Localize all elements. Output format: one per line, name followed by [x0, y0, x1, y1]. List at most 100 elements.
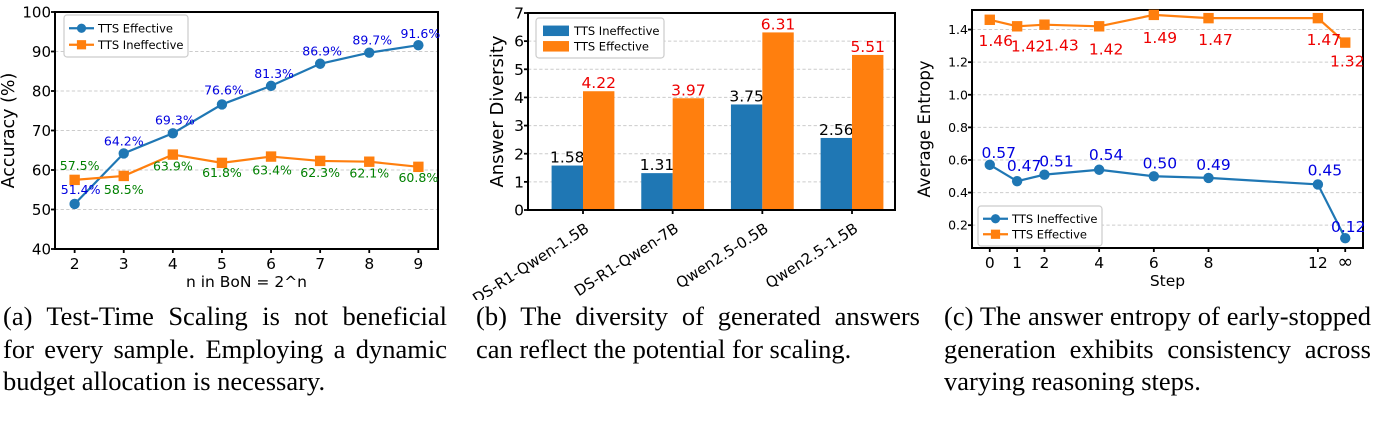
data-label: 89.7%	[352, 33, 392, 48]
y-tick-label: 70	[32, 122, 51, 140]
data-label: 1.32	[1330, 53, 1365, 71]
bar-tts-effective	[852, 54, 884, 210]
marker-square	[216, 157, 228, 169]
legend-label: TTS Ineffective	[97, 38, 183, 52]
y-tick-label: 1.0	[948, 87, 968, 102]
data-label: 57.5%	[60, 158, 100, 173]
marker-square	[1312, 12, 1324, 24]
bar-label: 2.56	[819, 121, 854, 139]
y-tick-label: 80	[32, 82, 51, 100]
marker-circle	[1011, 175, 1023, 187]
y-tick-label: 7	[514, 5, 524, 23]
plot-frame	[971, 9, 1364, 249]
y-tick-label: 60	[32, 161, 51, 179]
legend-marker	[990, 214, 1001, 224]
bar-tts-effective	[762, 32, 794, 210]
data-label: 0.12	[1331, 218, 1366, 236]
legend-marker	[76, 23, 87, 33]
marker-circle	[1340, 233, 1351, 244]
y-tick-label: 6	[514, 33, 524, 51]
marker-square	[984, 14, 995, 25]
data-label: 0.50	[1143, 154, 1178, 172]
chart-b-diversity-bar-plot: 1.58 1.31 3.75 2.56 4.22 3.97 6.31 5.51 0 1 2 3 4 5 6 7…	[469, 5, 896, 300]
marker-square	[1093, 21, 1105, 32]
data-label: 1.42	[1089, 40, 1124, 58]
data-label: 1.47	[1198, 31, 1233, 49]
marker-square	[69, 174, 80, 186]
marker-circle	[1148, 171, 1160, 182]
legend-box	[63, 14, 189, 58]
legend-label: TTS Effective	[1011, 227, 1087, 241]
y-tick-label: 90	[32, 43, 51, 61]
bar-label: 1.58	[550, 149, 585, 167]
data-label: 61.8%	[202, 165, 242, 180]
data-label: 63.4%	[252, 163, 292, 178]
data-label: 63.9%	[153, 159, 193, 174]
bar-tts-effective	[672, 98, 705, 210]
marker-circle	[1039, 169, 1050, 180]
caption-line: (b) The diversity of generated answers	[476, 301, 920, 331]
marker-circle	[167, 128, 179, 139]
legend-label: TTS Effective	[573, 39, 649, 53]
y-tick-label: 1.2	[948, 55, 968, 70]
y-tick-label: 5	[514, 61, 524, 79]
caption-line: budget allocation is necessary.	[3, 366, 326, 396]
y-axis-label: Accuracy (%)	[0, 73, 19, 189]
marker-circle	[1203, 172, 1214, 184]
caption-line: varying reasoning steps.	[944, 366, 1201, 396]
x-tick-label: 5	[217, 255, 227, 273]
x-tick-label: Qwen2.5-1.5B	[762, 219, 861, 292]
caption-line: (a) Test-Time Scaling is not beneficial	[3, 301, 447, 331]
y-tick-label: 0	[514, 202, 524, 220]
x-tick-label: 8	[1204, 254, 1214, 272]
data-label: 62.3%	[300, 165, 340, 180]
marker-circle	[216, 99, 228, 110]
y-tick-label: 40	[32, 240, 51, 258]
y-tick-label: 1.4	[948, 22, 968, 37]
x-tick-label: 3	[119, 255, 129, 273]
chart-c-entropy-line-plot: 0.20.40.60.81.01.21.40 1 2 4 6 8 12 ∞StepAverag…	[915, 9, 1366, 290]
marker-square	[1011, 21, 1023, 32]
data-label: 1.47	[1307, 31, 1342, 49]
data-label: 0.45	[1308, 161, 1343, 179]
data-label: 91.6%	[400, 26, 440, 41]
data-label: 1.43	[1044, 37, 1079, 55]
marker-circle	[69, 198, 80, 210]
caption-a: (a) Test-Time Scaling is not beneficial f…	[3, 300, 447, 398]
bar-label: 1.31	[640, 156, 675, 174]
legend-label: TTS Ineffective	[573, 24, 659, 38]
y-tick-label: 100	[22, 3, 51, 21]
y-tick-label: 4	[514, 89, 524, 107]
data-label: 0.47	[1007, 157, 1042, 175]
legend-label: TTS Ineffective	[1011, 212, 1097, 226]
legend-box	[977, 205, 1103, 247]
data-label: 86.9%	[302, 44, 342, 59]
x-tick-label: 4	[1094, 254, 1104, 272]
marker-square	[1039, 19, 1050, 30]
legend-marker	[990, 229, 1001, 239]
marker-square	[364, 156, 375, 167]
x-tick-label: 6	[1149, 254, 1159, 272]
data-label: 0.51	[1039, 153, 1074, 171]
data-label: 0.49	[1196, 156, 1231, 174]
marker-circle	[265, 80, 277, 92]
y-tick-label: 3	[514, 117, 524, 135]
bar-label: 3.75	[729, 87, 764, 105]
marker-circle	[984, 159, 995, 171]
chart-a-accuracy-line-plot: 40 50 60 70 80 90 100 2 3 4 5 6 7 8 9 n in BoN = 2^n Acc…	[0, 3, 440, 291]
marker-square	[1203, 12, 1214, 24]
data-label: 1.42	[1011, 37, 1046, 55]
y-tick-label: 1	[514, 173, 524, 191]
y-axis-label: Answer Diversity	[487, 35, 508, 187]
marker-circle	[314, 58, 326, 69]
marker-circle	[364, 47, 375, 58]
x-tick-label: 1	[1012, 254, 1022, 272]
series-line	[73, 44, 419, 205]
marker-circle	[1093, 164, 1105, 175]
data-label: 1.46	[979, 32, 1014, 50]
x-tick-label: 12	[1308, 254, 1328, 272]
y-tick-label: 2	[514, 145, 524, 163]
data-label: 0.54	[1089, 146, 1124, 164]
y-tick-label: 50	[32, 201, 51, 219]
